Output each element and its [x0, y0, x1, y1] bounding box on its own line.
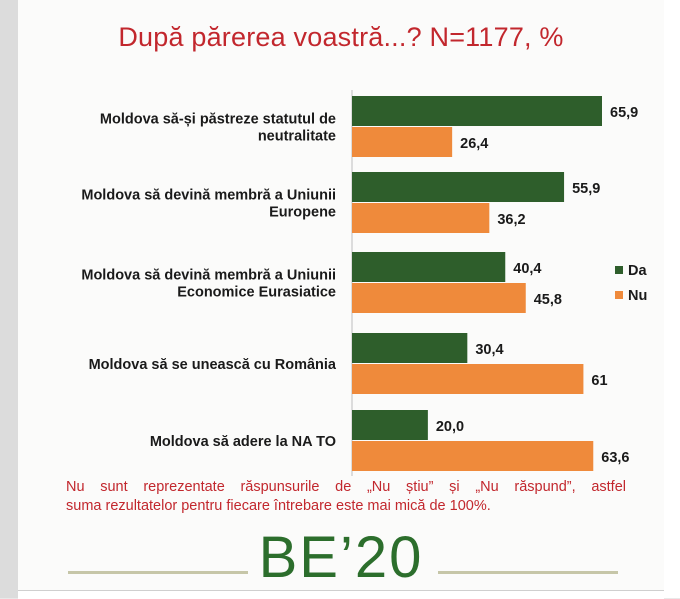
legend-swatch-da: [615, 266, 623, 274]
category-label: Moldova să-și păstreze statutul de: [100, 112, 336, 128]
right-frame: [664, 0, 680, 598]
category-label: Moldova să adere la NA TO: [150, 434, 336, 450]
brand-logo: BE’20: [258, 525, 424, 590]
bar-nu: [352, 441, 594, 471]
legend-label: Nu: [628, 288, 647, 304]
legend-label: Da: [628, 263, 647, 279]
bar-nu: [352, 127, 453, 157]
category-label: Moldova să devină membră a Uniunii: [81, 268, 336, 284]
data-label: 36,2: [497, 212, 525, 228]
bar-chart: Moldova să-și păstreze statutul deneutra…: [81, 90, 647, 476]
bar-nu: [352, 283, 526, 313]
category-label: neutralitate: [258, 129, 336, 145]
data-label: 45,8: [534, 292, 562, 308]
bar-da: [352, 172, 565, 202]
brand-rule-right: [438, 571, 618, 574]
bar-da: [352, 410, 428, 440]
category-label: Europene: [269, 205, 336, 221]
bottom-bar: [18, 590, 664, 599]
bar-da: [352, 96, 602, 126]
category-label: Moldova să devină membră a Uniunii: [81, 188, 336, 204]
chart-title: După părerea voastră...? N=1177, %: [118, 22, 564, 52]
data-label: 61: [591, 373, 607, 389]
brand-rule-left: [68, 571, 248, 574]
data-label: 55,9: [572, 181, 600, 197]
category-label: Moldova să se unească cu România: [89, 357, 337, 373]
data-label: 30,4: [475, 342, 503, 358]
footnote-line-2: suma rezultatelor pentru fiecare întreba…: [66, 498, 491, 514]
legend-swatch-nu: [615, 291, 623, 299]
slide: După părerea voastră...? N=1177, % Moldo…: [18, 0, 664, 590]
bar-nu: [352, 203, 490, 233]
category-label: Economice Eurasiatice: [177, 285, 336, 301]
bar-da: [352, 252, 506, 282]
footnote-line-1: Nu sunt reprezentate răspunsurile de „Nu…: [66, 479, 626, 495]
data-label: 63,6: [601, 450, 629, 466]
data-label: 26,4: [460, 136, 488, 152]
bar-da: [352, 333, 468, 363]
data-label: 20,0: [436, 419, 464, 435]
bar-nu: [352, 364, 584, 394]
data-label: 40,4: [513, 261, 541, 277]
footnote: Nu sunt reprezentate răspunsurile de „Nu…: [66, 478, 626, 516]
data-label: 65,9: [610, 105, 638, 121]
left-frame: [0, 0, 19, 598]
